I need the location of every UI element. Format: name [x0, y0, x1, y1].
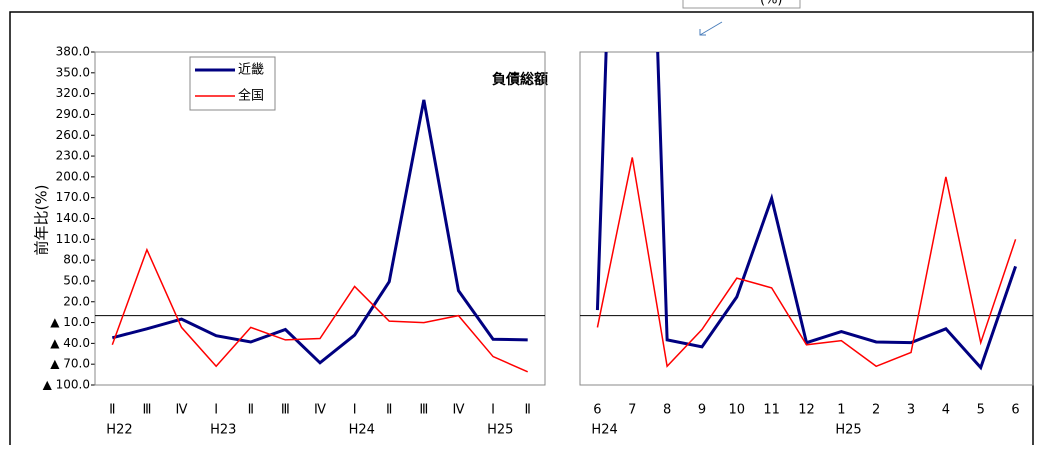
x-tick-label: Ⅰ: [353, 403, 357, 418]
y-tick-label: 230.0: [56, 149, 90, 163]
x-tick-label: Ⅱ: [386, 403, 392, 418]
y-tick-label: 170.0: [56, 190, 90, 204]
x-tick-label: 4: [942, 403, 950, 418]
x-tick-label: 9: [698, 403, 706, 418]
plot-area: [94, 51, 546, 386]
callout-box: [682, 0, 801, 9]
x-group-label: H22: [106, 423, 132, 438]
x-tick-label: Ⅱ: [109, 403, 115, 418]
series-line: [596, 157, 1017, 368]
y-tick-label: 380.0: [56, 45, 90, 59]
y-tick-label: 350.0: [56, 65, 90, 79]
y-tick-label: 200.0: [56, 169, 90, 183]
x-tick-label: Ⅱ: [248, 403, 254, 418]
y-tick-label: 140.0: [56, 211, 90, 225]
x-tick-label: Ⅳ: [314, 403, 326, 418]
x-group-label: H25: [487, 423, 513, 438]
legend-box: [189, 56, 276, 111]
x-tick-label: 7: [628, 403, 636, 418]
y-axis-label: 前年比(%): [33, 185, 51, 256]
legend-label: 近畿: [238, 63, 264, 78]
y-tick-label: 320.0: [56, 86, 90, 100]
x-tick-label: 6: [593, 403, 601, 418]
plot-area: [579, 51, 1034, 386]
y-tick-label: 80.0: [63, 253, 90, 267]
series-line: [111, 247, 528, 373]
y-tick-label: 20.0: [63, 294, 90, 308]
y-tick-label: ▲ 100.0: [43, 378, 90, 392]
x-tick-label: 8: [663, 403, 671, 418]
x-tick-label: 11: [763, 403, 780, 418]
x-group-label: H24: [349, 423, 375, 438]
callout: (%): [760, 0, 783, 8]
x-tick-label: 6: [1011, 403, 1019, 418]
x-group-label: H25: [835, 423, 861, 438]
x-tick-label: 1: [837, 403, 845, 418]
x-tick-label: Ⅳ: [452, 403, 464, 418]
y-tick-label: 50.0: [63, 273, 90, 287]
x-tick-label: Ⅳ: [176, 403, 188, 418]
x-tick-label: Ⅰ: [214, 403, 218, 418]
x-tick-label: 2: [872, 403, 880, 418]
y-tick-label: ▲ 70.0: [50, 357, 90, 371]
series-line: [595, 52, 1017, 371]
x-tick-label: Ⅲ: [142, 403, 151, 418]
y-tick-label: 290.0: [56, 107, 90, 121]
x-tick-label: 10: [729, 403, 746, 418]
callout-arrowhead: [699, 29, 706, 36]
callout-arrow: [699, 21, 723, 36]
legend-label: 全国: [238, 88, 264, 104]
y-tick-label: ▲ 40.0: [50, 336, 90, 350]
x-group-label: H24: [591, 423, 617, 438]
y-tick-label: ▲ 10.0: [50, 315, 90, 329]
chart-title: 負債総額: [492, 71, 548, 88]
y-tick-label: 260.0: [56, 128, 90, 142]
y-tick-label: 110.0: [56, 232, 90, 246]
x-tick-label: Ⅰ: [491, 403, 495, 418]
x-tick-label: 5: [977, 403, 985, 418]
x-tick-label: 3: [907, 403, 915, 418]
x-tick-label: Ⅱ: [524, 403, 530, 418]
series-line: [111, 99, 528, 365]
x-group-label: H23: [210, 423, 236, 438]
x-tick-label: 12: [798, 403, 815, 418]
x-tick-label: Ⅲ: [281, 403, 290, 418]
x-tick-label: Ⅲ: [419, 403, 428, 418]
